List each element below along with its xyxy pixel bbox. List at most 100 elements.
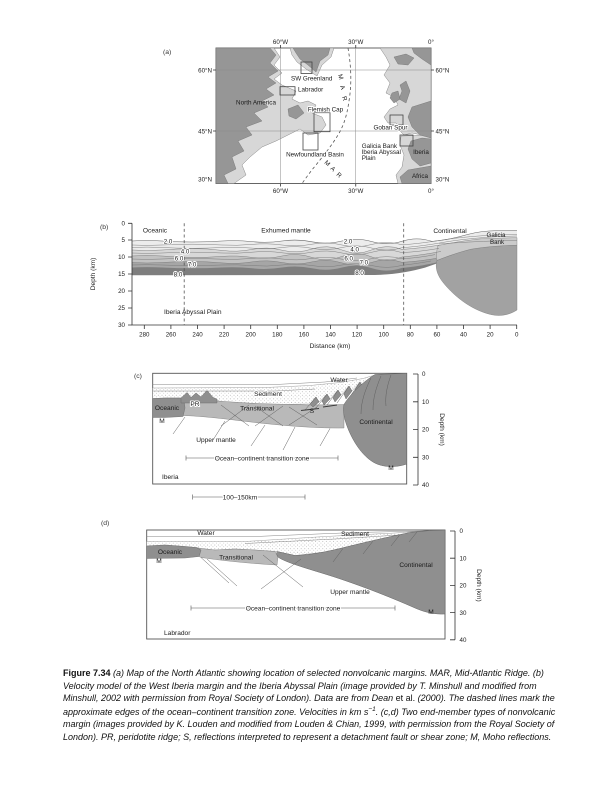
b-xtick-label: 280 [139,332,150,339]
c-depth-axis [413,373,419,486]
location-box-sw-greenland [300,61,313,74]
location-box-labrador [279,86,296,96]
c-depth-tick: 40 [422,482,429,489]
c-oceanic-crust [152,397,186,418]
iberia-margin-panel: (c) Water Sediment Oceanic PR Transition… [134,371,445,502]
panel-letter-d: (d) [101,520,109,527]
b-xtick-label: 80 [407,332,414,339]
d-sediment-line [244,533,416,544]
c-label-transitional: Transitional [240,406,274,413]
c-depth-tick: 30 [422,455,429,462]
panel-letter-c: (c) [134,373,142,380]
figure-caption: Figure 7.34 (a) Map of the North Atlanti… [63,667,557,744]
map-label-galicia-bank: Galicia Bank [362,143,398,150]
d-label-continental: Continental [399,562,433,569]
b-xtick-label: 220 [219,332,230,339]
c-mantle-faults [172,416,331,451]
b-xtick-label: 200 [246,332,257,339]
c-label-continental: Continental [359,419,393,426]
b-xtick-label: 20 [487,332,494,339]
b-contour-label: 6.0 [344,255,353,262]
c-label-upper-mantle: Upper mantle [196,437,236,444]
d-depth-tick: 20 [460,583,467,590]
greenland-landmass [292,47,331,73]
d-oceanic-crust [146,544,202,559]
iberia-landmass [407,137,432,167]
c-label-octz: Ocean–continent transition zone [215,455,310,462]
map-label-iberia: Iberia [413,149,429,156]
c-label-s: S [310,408,315,415]
d-depth-tick: 30 [460,610,467,617]
d-water-line [146,530,436,537]
map-label-sw-greenland: SW Greenland [291,76,333,83]
b-contour-label: 4.0 [181,249,190,256]
map-label-plain: Plain [362,155,376,162]
c-sediment-line [152,377,358,385]
caption-superscript: −1 [368,705,376,713]
caption-figure-number: Figure 7.34 [63,668,111,678]
b-xtick-label: 0 [515,332,519,339]
b-ytick-label: 20 [118,288,125,295]
mar-letter: M [336,73,344,80]
map-label-north-america: North America [236,100,276,107]
c-fault-blocks [309,376,375,408]
velocity-contour [438,240,518,245]
map-label-africa: Africa [412,173,429,180]
d-fault-lines [200,531,418,590]
b-ytick-label: 5 [122,237,126,244]
b-yaxis-label: Depth (km) [90,258,97,291]
c-s-reflections [300,404,338,412]
panel-letter-a: (a) [163,49,171,56]
c-scale-bar [192,494,306,500]
c-scale-label: 100–150km [223,494,258,501]
c-label-pr: PR [190,401,199,408]
map-label-newfoundland-basin: Newfoundland Basin [286,152,344,159]
mar-letter: A [329,165,337,174]
b-region-continental: Continental [433,228,467,235]
velocity-model-panel: (b) 0 5 10 15 20 25 30 280 [90,221,519,355]
d-depth-axis [450,530,456,641]
north-america-landmass [215,47,279,184]
galicia-bank-body [436,237,518,261]
b-xtick-label: 120 [352,332,363,339]
lon-label-top: 30°W [348,39,363,46]
lat-label-left: 45°N [198,129,212,136]
c-label-sediment: Sediment [254,391,282,398]
mar-letter: A [338,84,346,91]
b-contour-label: 8.0 [174,272,183,279]
b-yticks [128,222,132,326]
map-label-flemish-cap: Flemish Cap [308,107,344,114]
velocity-contour [131,260,432,268]
lat-label-left: 60°N [198,68,212,75]
panel-letter-b: (b) [100,224,108,231]
b-xtick-label: 260 [166,332,177,339]
b-xticks [143,325,518,329]
lat-label-left: 30°N [198,177,212,184]
b-contour-label: 6.0 [175,256,184,263]
velocity-contour [131,244,440,254]
britain-landmass [398,80,411,104]
c-peridotite-ridge [180,390,218,404]
b-region-basin: Iberia Abyssal Plain [164,309,222,316]
b-xtick-label: 40 [460,332,467,339]
b-ytick-label: 25 [118,305,125,312]
b-region-bank: Bank [490,239,505,246]
lon-label-top: 60°W [273,39,288,46]
c-depth-tick: 10 [422,399,429,406]
velocity-contour [131,258,437,266]
lat-label-right: 45°N [436,129,450,136]
labrador-margin-panel: (d) Water Sediment Oceanic M Transitiona… [101,520,482,644]
b-contour-label: 7.0 [188,262,197,269]
b-ytick-label: 0 [122,221,126,228]
ireland-landmass [389,90,401,104]
newfoundland-island [287,104,305,120]
lon-label-top: 0° [428,39,434,46]
b-region-oceanic: Oceanic [143,228,168,235]
lon-label-bottom: 60°W [273,188,288,195]
africa-landmass [399,165,432,184]
b-xtick-label: 180 [272,332,283,339]
scandinavia-landmass [411,47,432,66]
map-label-iberia-abyssal: Iberia Abyssal [362,149,401,156]
map-label-labrador: Labrador [298,87,323,94]
